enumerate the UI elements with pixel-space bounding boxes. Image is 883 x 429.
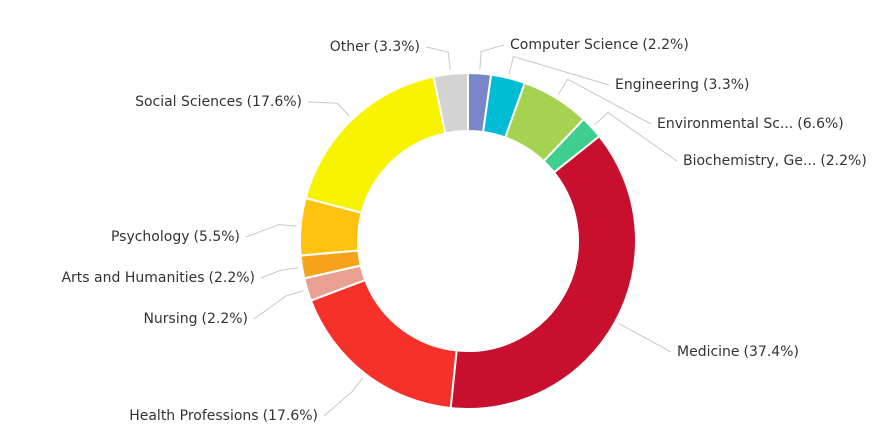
slice-name: Other (330, 39, 370, 55)
slice-name: Psychology (111, 229, 190, 245)
slice-label: Psychology (5.5%) (111, 229, 240, 245)
donut-slice (432, 71, 469, 135)
leader-line (479, 44, 505, 70)
slice-value: (2.2%) (820, 153, 867, 169)
slice-name: Computer Science (510, 37, 638, 53)
slice-label: Other (3.3%) (330, 39, 420, 55)
slice-value: (3.3%) (374, 39, 421, 55)
slice-value: (17.6%) (247, 94, 302, 110)
slice-value: (5.5%) (194, 229, 241, 245)
slice-name: Social Sciences (135, 94, 243, 110)
slice-value: (6.6%) (797, 116, 844, 132)
slice-label: Biochemistry, Ge... (2.2%) (683, 153, 867, 169)
slice-label: Computer Science (2.2%) (510, 37, 689, 53)
leader-line (508, 55, 610, 86)
slice-name: Arts and Humanities (61, 270, 204, 286)
leader-line (260, 267, 299, 279)
slice-name: Nursing (143, 311, 197, 327)
slice-name: Environmental Sc... (657, 116, 793, 132)
donut-slice (304, 75, 447, 215)
donut-slice (309, 278, 458, 410)
slice-name: Health Professions (129, 408, 258, 424)
slice-name: Biochemistry, Ge... (683, 153, 816, 169)
slice-label: Engineering (3.3%) (615, 77, 750, 93)
slice-value: (2.2%) (209, 270, 256, 286)
slice-value: (2.2%) (642, 37, 689, 53)
donut-slice (449, 134, 637, 410)
leader-line (557, 78, 652, 125)
slice-label: Arts and Humanities (2.2%) (61, 270, 255, 286)
slice-value: (37.4%) (744, 344, 799, 360)
leader-line (594, 111, 678, 162)
leader-line (323, 377, 364, 417)
slice-value: (3.3%) (703, 77, 750, 93)
leader-line (618, 323, 672, 353)
leader-line (307, 101, 350, 117)
slice-name: Engineering (615, 77, 699, 93)
slice-name: Medicine (677, 344, 740, 360)
slice-label: Medicine (37.4%) (677, 344, 799, 360)
slice-value: (2.2%) (202, 311, 249, 327)
leader-line (425, 46, 451, 70)
slice-label: Environmental Sc... (6.6%) (657, 116, 844, 132)
leader-line (253, 290, 304, 320)
slice-label: Nursing (2.2%) (143, 311, 248, 327)
slice-value: (17.6%) (263, 408, 318, 424)
slice-label: Social Sciences (17.6%) (135, 94, 302, 110)
slice-label: Health Professions (17.6%) (129, 408, 318, 424)
leader-line (245, 224, 297, 238)
